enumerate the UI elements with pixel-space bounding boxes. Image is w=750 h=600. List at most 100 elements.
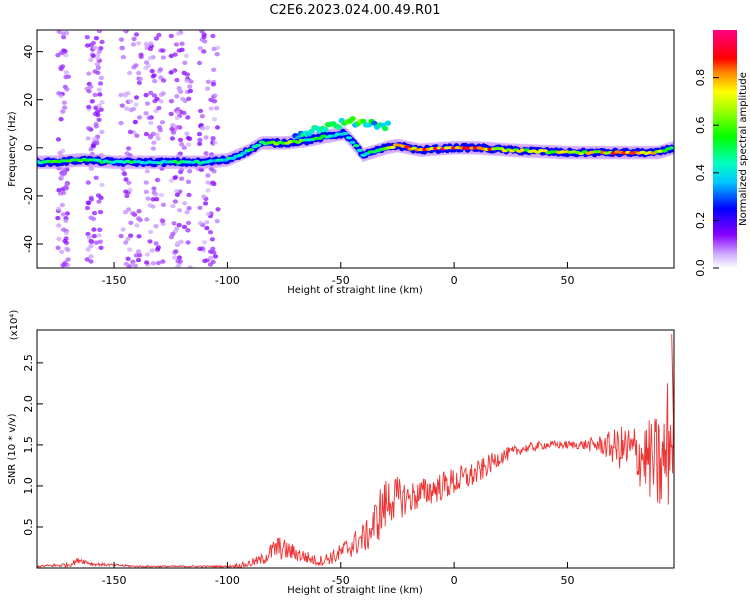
spectrogram-speck [56,91,62,96]
spectrogram-speck [175,110,181,115]
spectrogram-speck [177,208,183,213]
spectrogram-speck [176,222,182,228]
spectrogram-speck [62,238,68,244]
spectrogram-speck [61,35,67,40]
spectrogram-branch-cell [349,116,356,122]
colorbar-tick-label: 0.0 [694,259,707,277]
spectrogram-speck [127,247,133,252]
snr-ytick-label: 2.0 [22,395,35,413]
spectrogram-speck [92,92,98,98]
spectrogram-speck [132,119,138,125]
spectrogram-speck [99,100,105,105]
spectrogram-speck [205,173,211,178]
spectrogram-speck [183,53,189,58]
spectrogram-speck [143,189,149,194]
spectrogram-xlabel: Height of straight line (km) [287,285,423,296]
spectrogram-speck [172,255,178,260]
spectrogram-branch-cell [382,125,389,132]
spectrogram-speck [184,72,190,77]
spectrogram-speck [154,96,160,102]
spectrogram-branch-cell [384,120,392,126]
spectrogram-speck [131,36,137,42]
spectrogram-speck [186,142,192,147]
spectrogram-ytick-label: 20 [22,93,35,107]
spectrogram-speck [160,202,166,207]
spectrogram-speck [201,194,207,199]
spectrogram-speck [63,231,69,236]
spectrogram-speck [55,245,61,250]
spectrogram-speck [86,71,92,76]
spectrogram-speck [58,50,64,56]
spectrogram-speck [155,136,161,141]
spectrogram-ticks: -150 -100 -50 0 50 40 20 0 -20 -40 [22,45,574,287]
spectrogram-speck [125,256,131,261]
spectrogram-speck [91,210,98,216]
spectrogram-speck [90,143,96,148]
spectrogram-speck [59,249,65,255]
spectrogram-speck [181,110,187,116]
spectrogram-speck [151,73,157,78]
spectrogram-speck [154,177,160,183]
spectrogram-speck [157,67,164,72]
spectrogram-speck [61,100,67,105]
spectrogram-speck [160,91,166,96]
spectrogram-speck [186,206,192,211]
spectrogram-speck [98,245,104,250]
spectrogram-speck [127,70,133,76]
spectrogram-speck [91,136,97,141]
spectrogram-speck [178,239,184,244]
spectrogram-ridge-cell [353,144,360,148]
spectrogram-speck [158,75,164,80]
spectrogram-speck [94,109,101,115]
spectrogram-ridge-cell [240,151,247,155]
spectrogram-ridge-cell [247,148,255,152]
spectrogram-speck [97,209,104,215]
spectrogram-speck [169,126,175,132]
spectrogram-speck [174,115,180,121]
spectrogram-speck [156,32,162,38]
spectrogram-speck [84,205,91,211]
spectrogram-speck [210,33,216,39]
spectrogram-speck [95,52,101,57]
spectrogram-speck [176,48,182,53]
spectrogram-speck [64,87,70,92]
spectrogram-ridge-cell [255,143,262,147]
snr-line [37,334,674,568]
spectrogram-speck [98,75,104,81]
spectrogram-speck [136,209,142,214]
spectrogram-ytick-label: -40 [22,235,35,253]
spectrogram-speck [172,52,178,57]
spectrogram-speck [143,41,150,47]
spectrogram-speck [135,216,142,221]
spectrogram-speck [197,141,203,146]
snr-xtick-label: -100 [215,574,240,587]
spectrogram-speck [148,120,154,126]
spectrogram-speck [60,64,66,69]
spectrogram-speck [197,205,203,210]
spectrogram-speck [210,82,216,87]
spectrogram-speck [176,255,182,260]
spectrogram-speck [168,111,174,117]
spectrogram-speck [173,249,179,254]
spectrogram-speck [185,220,192,226]
spectrogram-speck [126,146,132,151]
spectrogram-speck [130,42,137,47]
spectrogram-speck [133,32,140,37]
spectrogram-speck [214,52,220,57]
spectrogram-speck [177,88,183,94]
spectrogram-speck [211,99,218,104]
spectrogram-speck [99,182,105,188]
spectrogram-speck [170,130,177,135]
spectrogram-speck [148,41,154,46]
snr-xtick-label: 0 [451,574,458,587]
spectrogram-branch-cell [371,120,378,126]
spectrogram-speck [85,136,91,141]
spectrogram-speck [56,30,62,34]
spectrogram-speck [179,41,185,46]
spectrogram-speck [92,69,98,74]
spectrogram-speck [205,188,211,193]
spectrogram-speck [120,54,126,60]
spectrogram-speck [210,259,216,265]
spectrogram-speck [84,43,90,48]
